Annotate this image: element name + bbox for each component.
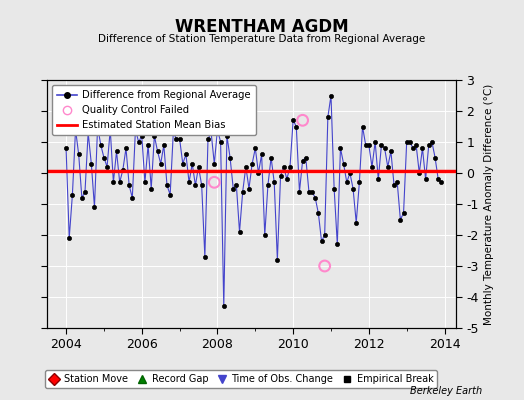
Y-axis label: Monthly Temperature Anomaly Difference (°C): Monthly Temperature Anomaly Difference (… bbox=[484, 83, 494, 325]
Text: Berkeley Earth: Berkeley Earth bbox=[410, 386, 482, 396]
Point bbox=[210, 179, 219, 186]
Legend: Difference from Regional Average, Quality Control Failed, Estimated Station Mean: Difference from Regional Average, Qualit… bbox=[52, 85, 256, 135]
Text: Difference of Station Temperature Data from Regional Average: Difference of Station Temperature Data f… bbox=[99, 34, 425, 44]
Text: WRENTHAM AGDM: WRENTHAM AGDM bbox=[175, 18, 349, 36]
Point bbox=[299, 117, 307, 124]
Point bbox=[321, 263, 329, 269]
Legend: Station Move, Record Gap, Time of Obs. Change, Empirical Break: Station Move, Record Gap, Time of Obs. C… bbox=[45, 370, 438, 388]
